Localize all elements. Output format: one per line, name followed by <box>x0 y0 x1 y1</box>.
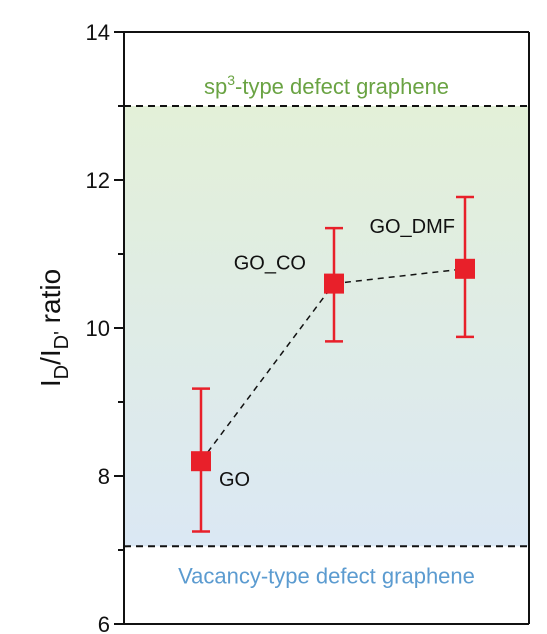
y-tick-label: 6 <box>98 612 110 634</box>
point-label: GO_CO <box>234 253 306 275</box>
y-tick-label: 8 <box>98 464 110 489</box>
y-tick-label: 14 <box>86 20 110 45</box>
data-point <box>191 451 211 472</box>
defect-region-band <box>124 106 529 547</box>
y-tick-label: 10 <box>86 316 110 341</box>
y-axis-title: ID/ID' ratio <box>35 269 73 387</box>
data-point <box>455 258 475 279</box>
point-label: GO <box>219 469 250 491</box>
point-label: GO_DMF <box>369 216 455 238</box>
y-tick-label: 12 <box>86 168 110 193</box>
data-point <box>324 273 344 294</box>
connector-line <box>200 283 335 462</box>
reference-label-1: Vacancy-type defect graphene <box>178 563 475 588</box>
reference-label-0: sp3-type defect graphene <box>204 72 449 99</box>
